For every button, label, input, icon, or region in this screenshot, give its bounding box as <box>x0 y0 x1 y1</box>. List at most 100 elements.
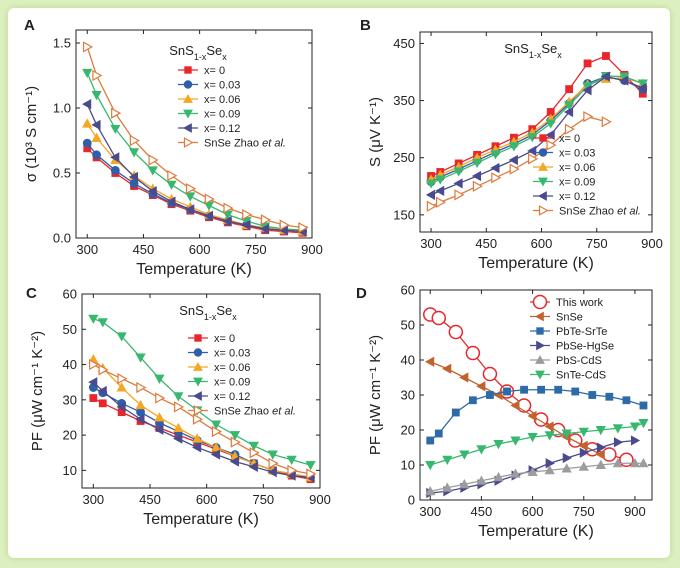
data-point <box>82 138 92 148</box>
legend-marker <box>538 205 549 216</box>
data-point <box>434 429 443 438</box>
data-point <box>454 189 465 201</box>
y-axis-label: S (μV K⁻¹) <box>367 97 384 167</box>
legend-label: SnSe Zhao et al. <box>214 406 296 418</box>
plot-frame <box>419 31 653 233</box>
legend-text-italic: et al. <box>272 406 296 418</box>
data-point <box>110 124 121 135</box>
legend-marker <box>539 134 547 142</box>
legend-marker <box>193 405 204 416</box>
data-point <box>629 458 641 468</box>
data-point <box>595 426 606 436</box>
y-tick-label: 30 <box>63 392 77 407</box>
data-point <box>89 358 100 371</box>
x-tick-label: 900 <box>624 504 646 519</box>
data-point <box>426 436 435 445</box>
data-point <box>242 208 253 221</box>
data-point <box>528 153 539 165</box>
data-point <box>111 107 122 119</box>
series-1 <box>82 138 308 236</box>
data-point <box>82 98 92 110</box>
data-point <box>459 479 470 489</box>
legend-label: SnSe <box>556 312 583 324</box>
legend-marker <box>536 327 544 335</box>
panel-label: B <box>360 17 371 34</box>
x-tick-label: 300 <box>76 242 98 257</box>
x-tick-label: 450 <box>471 504 493 519</box>
legend-label: x= 0.12 <box>214 391 250 403</box>
data-point <box>211 425 222 438</box>
data-point <box>116 401 126 412</box>
y-tick-label: 30 <box>401 388 415 403</box>
series-line <box>430 77 643 181</box>
data-point <box>425 486 436 496</box>
x-tick-label: 750 <box>245 242 267 257</box>
x-tick-label: 900 <box>641 236 663 251</box>
x-tick-label: 600 <box>531 236 553 251</box>
y-tick-label: 0 <box>408 493 415 508</box>
data-point <box>453 178 463 189</box>
data-point <box>223 202 234 214</box>
data-point <box>578 461 589 471</box>
data-point <box>476 445 487 455</box>
legend-label: x= 0.09 <box>214 377 250 389</box>
data-point <box>166 180 177 190</box>
data-point <box>136 381 147 394</box>
x-tick-label: 900 <box>301 242 323 257</box>
data-point <box>638 458 649 468</box>
legend-marker <box>183 109 193 119</box>
data-point <box>442 455 453 465</box>
data-point <box>185 204 195 215</box>
data-point <box>135 353 146 363</box>
legend-marker <box>183 137 194 148</box>
data-point <box>508 142 520 152</box>
legend-label: x= 0.06 <box>559 162 595 174</box>
legend-label: This work <box>556 297 604 309</box>
data-point <box>637 82 647 94</box>
data-point <box>110 165 120 175</box>
data-point <box>491 172 502 184</box>
title-part: Se <box>541 41 557 56</box>
data-point <box>527 466 538 476</box>
plot-frame <box>75 29 313 239</box>
data-point <box>527 145 537 156</box>
data-point <box>600 71 610 82</box>
legend-label: x= 0.03 <box>214 348 250 360</box>
data-point <box>241 219 251 231</box>
data-point <box>613 437 624 448</box>
legend-label: x= 0 <box>204 65 225 77</box>
data-point <box>173 433 183 444</box>
series-0 <box>427 52 647 180</box>
data-point <box>147 166 158 176</box>
legend: x= 0 x= 0.03 x= 0.06 x= 0.09 x= 0.12 SnSe Zha… <box>188 333 296 418</box>
data-point <box>510 400 520 411</box>
data-point <box>471 158 483 169</box>
data-point <box>493 389 503 401</box>
legend-label: x= 0.03 <box>559 148 595 160</box>
legend-marker <box>192 391 202 401</box>
data-point <box>520 385 528 394</box>
legend-marker <box>193 348 203 357</box>
data-point <box>564 101 575 111</box>
legend-label: PbTe-SrTe <box>556 326 607 338</box>
data-point <box>306 468 317 480</box>
data-point <box>185 192 196 202</box>
data-point <box>563 106 574 118</box>
data-point <box>508 154 518 166</box>
data-point <box>92 150 102 160</box>
data-point <box>510 436 521 446</box>
title-sub: x <box>222 52 227 62</box>
series-5 <box>82 41 309 234</box>
series-3 <box>426 435 641 499</box>
data-point <box>135 414 145 425</box>
data-point <box>192 442 202 453</box>
data-point <box>490 150 501 160</box>
figure-frame: A 300 450 600 750 900 0.0 0.5 1.0 1.5 Temperature … <box>8 8 670 558</box>
series-line <box>92 358 311 479</box>
data-point <box>451 408 460 417</box>
legend-label: x= 0.12 <box>559 191 595 203</box>
data-point <box>583 59 592 68</box>
panel-label: A <box>24 17 35 34</box>
data-point <box>154 412 165 422</box>
